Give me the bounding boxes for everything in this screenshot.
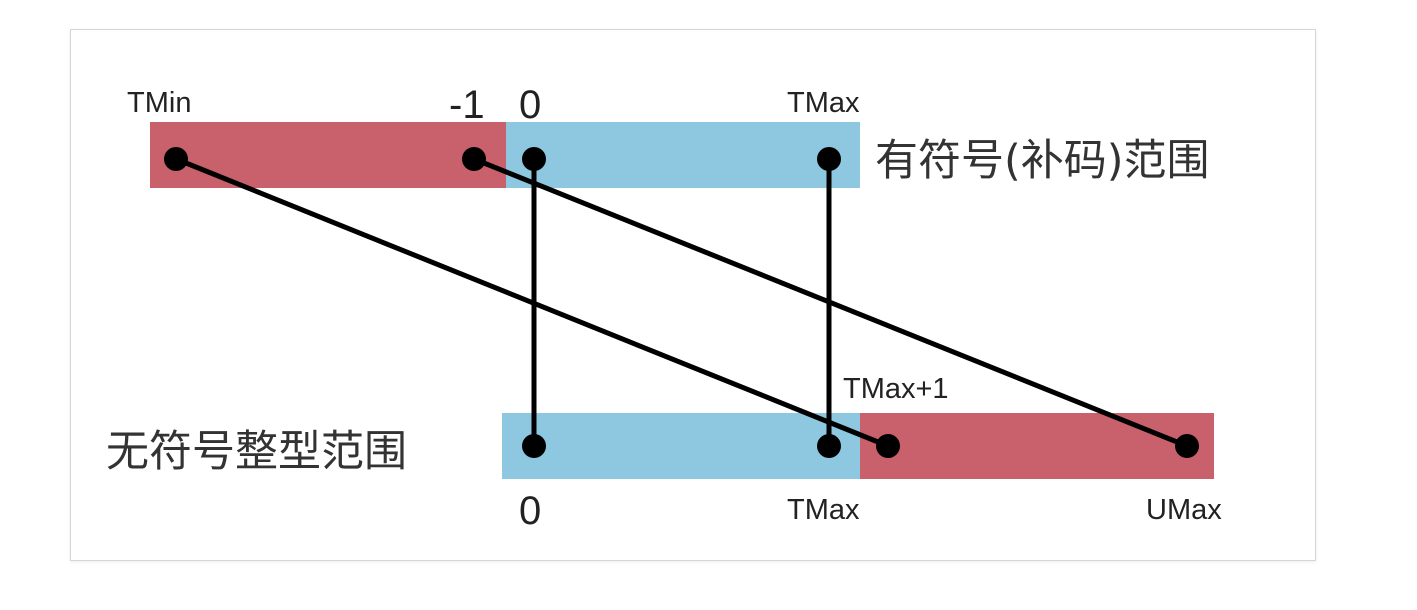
point-unsigned-tmax <box>817 434 841 458</box>
point-unsigned-zero <box>522 434 546 458</box>
point-unsigned-tmax-plus-one <box>876 434 900 458</box>
point-signed-zero <box>522 147 546 171</box>
label-unsigned-zero: 0 <box>519 489 541 533</box>
signed-range-title: 有符号(补码)范围 <box>875 136 1210 186</box>
unsigned-range-title: 无符号整型范围 <box>106 427 407 477</box>
point-unsigned-umax <box>1175 434 1199 458</box>
point-signed-tmin <box>164 147 188 171</box>
point-signed-tmax <box>817 147 841 171</box>
label-unsigned-tmax-plus-one: TMax+1 <box>843 373 949 405</box>
label-signed-tmax: TMax <box>787 87 860 119</box>
unsigned-lower-segment <box>502 413 860 479</box>
signed-positive-segment <box>506 122 860 188</box>
label-signed-minus-one: -1 <box>449 83 485 127</box>
unsigned-range-bar <box>502 413 1214 479</box>
label-signed-zero: 0 <box>519 83 541 127</box>
mapping-connectors <box>173 156 1190 449</box>
signed-range-bar <box>150 122 860 188</box>
label-signed-tmin: TMin <box>127 87 191 119</box>
point-signed-minus-one <box>462 147 486 171</box>
mapping-points <box>164 147 1199 458</box>
label-unsigned-umax: UMax <box>1146 494 1222 526</box>
unsigned-upper-segment <box>860 413 1214 479</box>
signed-negative-segment <box>150 122 506 188</box>
label-unsigned-tmax: TMax <box>787 494 860 526</box>
